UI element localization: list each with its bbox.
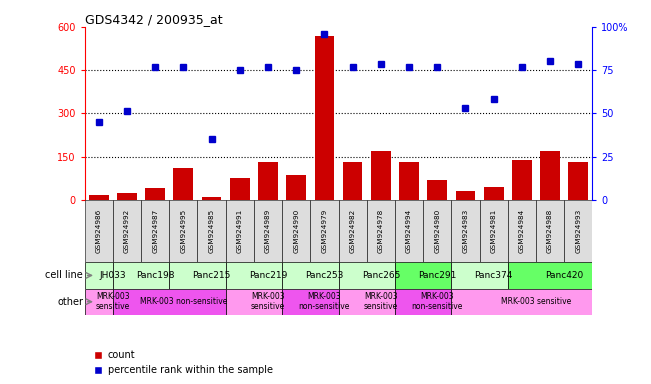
FancyBboxPatch shape [367, 200, 395, 262]
Text: GSM924983: GSM924983 [462, 209, 469, 253]
FancyBboxPatch shape [282, 200, 311, 262]
Text: MRK-003
sensitive: MRK-003 sensitive [96, 292, 130, 311]
Bar [540, 151, 560, 200]
Text: cell line: cell line [46, 270, 83, 280]
FancyBboxPatch shape [564, 200, 592, 262]
FancyBboxPatch shape [536, 200, 564, 262]
Legend: count, percentile rank within the sample: count, percentile rank within the sample [89, 346, 277, 379]
Bar [568, 162, 588, 200]
Text: MRK-003 non-sensitive: MRK-003 non-sensitive [140, 297, 227, 306]
Bar [89, 195, 109, 200]
Bar [173, 168, 193, 200]
Bar [117, 193, 137, 200]
FancyBboxPatch shape [282, 288, 339, 315]
Bar [484, 187, 503, 200]
FancyBboxPatch shape [423, 200, 451, 262]
Text: Panc198: Panc198 [136, 271, 174, 280]
FancyBboxPatch shape [169, 262, 226, 288]
FancyBboxPatch shape [113, 288, 226, 315]
Text: GSM924991: GSM924991 [237, 209, 243, 253]
Text: MRK-003
sensitive: MRK-003 sensitive [364, 292, 398, 311]
Text: GSM924987: GSM924987 [152, 209, 158, 253]
Text: MRK-003 sensitive: MRK-003 sensitive [501, 297, 571, 306]
Text: MRK-003
non-sensitive: MRK-003 non-sensitive [299, 292, 350, 311]
Text: GSM924993: GSM924993 [575, 209, 581, 253]
Text: GSM924985: GSM924985 [208, 209, 215, 253]
FancyBboxPatch shape [169, 200, 197, 262]
Bar [371, 151, 391, 200]
FancyBboxPatch shape [226, 200, 254, 262]
FancyBboxPatch shape [226, 288, 282, 315]
FancyBboxPatch shape [113, 262, 169, 288]
Text: GSM924979: GSM924979 [322, 209, 327, 253]
Bar [286, 175, 306, 200]
Text: Panc291: Panc291 [418, 271, 456, 280]
FancyBboxPatch shape [311, 200, 339, 262]
Bar [456, 191, 475, 200]
Text: GSM924981: GSM924981 [491, 209, 497, 253]
Bar [314, 36, 335, 200]
Text: GSM924990: GSM924990 [293, 209, 299, 253]
Bar [512, 160, 532, 200]
FancyBboxPatch shape [451, 262, 508, 288]
FancyBboxPatch shape [508, 200, 536, 262]
Text: GSM924982: GSM924982 [350, 209, 355, 253]
FancyBboxPatch shape [480, 200, 508, 262]
FancyBboxPatch shape [451, 288, 592, 315]
FancyBboxPatch shape [254, 200, 282, 262]
Bar [145, 189, 165, 200]
FancyBboxPatch shape [395, 200, 423, 262]
Text: GSM924984: GSM924984 [519, 209, 525, 253]
Text: GSM924994: GSM924994 [406, 209, 412, 253]
FancyBboxPatch shape [85, 262, 113, 288]
Text: GSM924980: GSM924980 [434, 209, 440, 253]
Text: Panc265: Panc265 [362, 271, 400, 280]
Text: MRK-003
sensitive: MRK-003 sensitive [251, 292, 285, 311]
FancyBboxPatch shape [141, 200, 169, 262]
FancyBboxPatch shape [282, 262, 339, 288]
Text: GSM924986: GSM924986 [96, 209, 102, 253]
Text: GSM924992: GSM924992 [124, 209, 130, 253]
FancyBboxPatch shape [395, 262, 451, 288]
Text: Panc374: Panc374 [475, 271, 513, 280]
Text: MRK-003
non-sensitive: MRK-003 non-sensitive [411, 292, 463, 311]
FancyBboxPatch shape [451, 200, 480, 262]
Text: GSM924995: GSM924995 [180, 209, 186, 253]
Bar [258, 162, 278, 200]
Text: Panc420: Panc420 [545, 271, 583, 280]
Text: GSM924978: GSM924978 [378, 209, 384, 253]
FancyBboxPatch shape [226, 262, 282, 288]
Bar [399, 162, 419, 200]
Bar [230, 178, 250, 200]
FancyBboxPatch shape [395, 288, 451, 315]
Text: Panc219: Panc219 [249, 271, 287, 280]
Text: GDS4342 / 200935_at: GDS4342 / 200935_at [85, 13, 222, 26]
Text: other: other [57, 297, 83, 307]
Bar [342, 162, 363, 200]
Text: Panc215: Panc215 [193, 271, 230, 280]
Bar [427, 180, 447, 200]
Text: GSM924988: GSM924988 [547, 209, 553, 253]
FancyBboxPatch shape [508, 262, 592, 288]
FancyBboxPatch shape [113, 200, 141, 262]
FancyBboxPatch shape [85, 288, 113, 315]
FancyBboxPatch shape [197, 200, 226, 262]
Text: JH033: JH033 [100, 271, 126, 280]
FancyBboxPatch shape [339, 262, 395, 288]
Bar [202, 197, 221, 200]
Text: Panc253: Panc253 [305, 271, 344, 280]
FancyBboxPatch shape [85, 200, 113, 262]
Text: GSM924989: GSM924989 [265, 209, 271, 253]
FancyBboxPatch shape [339, 288, 395, 315]
FancyBboxPatch shape [339, 200, 367, 262]
